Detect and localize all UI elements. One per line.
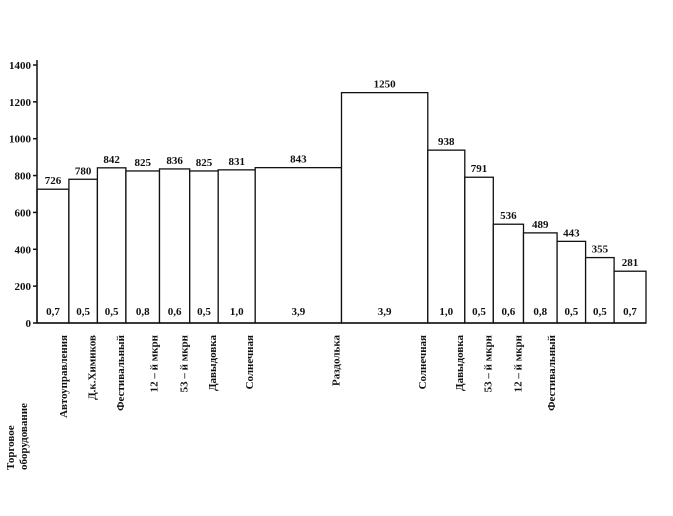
bar (125, 170, 161, 324)
width-label: 3,9 (378, 306, 392, 318)
value-label: 536 (500, 210, 517, 222)
x-axis-label: Торговое (5, 425, 17, 470)
width-label: 0,8 (136, 306, 150, 318)
width-label: 1,0 (439, 306, 453, 318)
value-label: 831 (228, 156, 245, 168)
value-label: 1250 (374, 79, 397, 91)
value-label: 938 (438, 136, 455, 148)
x-tick-label: Фестивальный (115, 334, 127, 411)
y-tick-label: 1200 (9, 97, 32, 109)
value-label: 281 (622, 257, 639, 269)
bar (464, 176, 494, 324)
value-label: 836 (166, 155, 183, 167)
bar (254, 166, 343, 324)
bar (427, 149, 466, 324)
x-tick-label: Д.к.Химиков (86, 335, 98, 400)
width-label: 0,7 (46, 306, 60, 318)
width-label: 0,5 (472, 306, 486, 318)
width-label: 0,7 (623, 306, 637, 318)
y-tick-label: 600 (15, 207, 32, 219)
x-tick-label: Раздолька (331, 335, 343, 387)
x-tick-label: 12 – й мкрн (513, 334, 525, 392)
x-tick-label: Солнечная (417, 335, 429, 389)
x-tick-label: 53 – й мкрн (482, 334, 494, 392)
width-label: 0,5 (197, 306, 211, 318)
x-tick-label: Давыдовка (207, 335, 219, 391)
value-label: 443 (563, 227, 580, 239)
value-label: 825 (134, 157, 151, 169)
y-tick-label: 1000 (9, 134, 32, 146)
x-tick-label: Автоуправления (58, 335, 70, 418)
x-tick-label: Фестивальный (546, 334, 558, 411)
width-label: 0,5 (105, 306, 119, 318)
width-label: 0,6 (502, 306, 516, 318)
value-label: 726 (45, 175, 62, 187)
width-label: 0,5 (564, 306, 578, 318)
width-label: 3,9 (291, 306, 305, 318)
x-tick-label: Солнечная (244, 335, 256, 389)
bar (68, 178, 99, 324)
bar (217, 169, 256, 324)
y-tick-label: 1400 (9, 60, 32, 72)
y-tick-label: 400 (15, 244, 32, 256)
width-label: 1,0 (230, 306, 244, 318)
bar (340, 91, 429, 324)
value-label: 489 (532, 219, 549, 231)
width-label: 0,5 (76, 306, 90, 318)
bar (158, 168, 191, 324)
width-label: 0,5 (593, 306, 607, 318)
value-label: 843 (290, 154, 307, 166)
value-label: 791 (471, 163, 488, 175)
value-label: 780 (75, 165, 92, 177)
x-tick-label: 12 – й мкрн (149, 334, 161, 392)
bar (36, 188, 70, 324)
bar (189, 170, 219, 324)
width-label: 0,8 (533, 306, 547, 318)
width-label: 0,6 (168, 306, 182, 318)
bar (96, 167, 127, 324)
value-label: 842 (103, 154, 120, 166)
y-tick-label: 800 (15, 171, 32, 183)
x-axis-label: оборудование (18, 403, 30, 470)
y-tick-label: 200 (15, 281, 32, 293)
x-tick-label: Давыдовка (454, 335, 466, 391)
bar (492, 223, 525, 324)
x-tick-label: 53 – й мкрн (179, 334, 191, 392)
y-tick-label: 0 (26, 318, 32, 330)
value-label: 825 (196, 157, 213, 169)
value-label: 355 (592, 244, 609, 256)
